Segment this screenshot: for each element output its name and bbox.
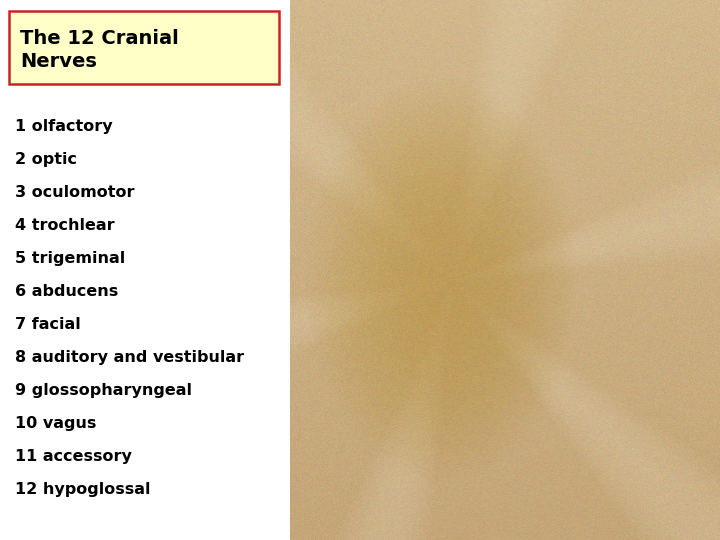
Text: 5 trigeminal: 5 trigeminal (14, 251, 125, 266)
Text: 4 trochlear: 4 trochlear (14, 218, 114, 233)
Text: 8 auditory and vestibular: 8 auditory and vestibular (14, 350, 243, 365)
Text: The 12 Cranial
Nerves: The 12 Cranial Nerves (20, 29, 179, 71)
Text: 7 facial: 7 facial (14, 317, 80, 332)
Text: 1 olfactory: 1 olfactory (14, 119, 112, 134)
Text: 11 accessory: 11 accessory (14, 449, 131, 464)
Text: 12 hypoglossal: 12 hypoglossal (14, 482, 150, 497)
Text: 10 vagus: 10 vagus (14, 416, 96, 431)
Text: 3 oculomotor: 3 oculomotor (14, 185, 134, 200)
Text: 2 optic: 2 optic (14, 152, 76, 167)
Text: 6 abducens: 6 abducens (14, 284, 118, 299)
Text: 9 glossopharyngeal: 9 glossopharyngeal (14, 383, 192, 398)
FancyBboxPatch shape (9, 11, 279, 84)
